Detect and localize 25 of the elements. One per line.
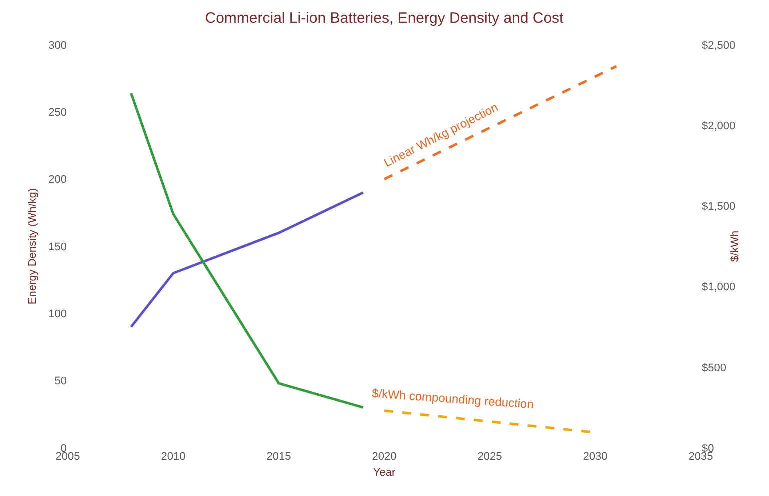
y2-tick-label: $2,000 — [702, 120, 736, 132]
line-series — [130, 192, 365, 328]
y-tick-label: 200 — [48, 174, 67, 186]
y2-tick-label: $1,500 — [702, 201, 736, 214]
y2-tick-label: $2,500 — [702, 40, 736, 52]
y-tick-label: 300 — [48, 40, 67, 52]
line-series — [130, 92, 365, 409]
chart-title: Commercial Li-ion Batteries, Energy Density and Cost — [205, 10, 565, 27]
x-axis-title: Year — [373, 467, 396, 480]
x-tick-label: 2010 — [161, 451, 186, 463]
x-tick-label: 2020 — [372, 451, 397, 463]
x-tick-label: 2015 — [266, 451, 292, 463]
y2-tick-label: $1,000 — [702, 282, 736, 294]
y2-tick-label: $500 — [702, 362, 726, 374]
x-tick-label: 2030 — [583, 451, 608, 463]
x-tick-label: 2025 — [478, 451, 502, 463]
y2-axis-title: $/kWh — [730, 230, 742, 262]
y-tick-label: 100 — [48, 308, 67, 321]
y-axis-title: Energy Density (Wh/kg) — [27, 188, 39, 305]
x-tick-label: 2005 — [56, 451, 80, 463]
annotation: $/kWh compounding reduction — [372, 386, 534, 412]
y-tick-label: 250 — [48, 107, 67, 120]
y-tick-label: 50 — [54, 376, 67, 388]
x-tick-label: 2035 — [688, 451, 714, 463]
y-tick-label: 150 — [48, 241, 67, 254]
